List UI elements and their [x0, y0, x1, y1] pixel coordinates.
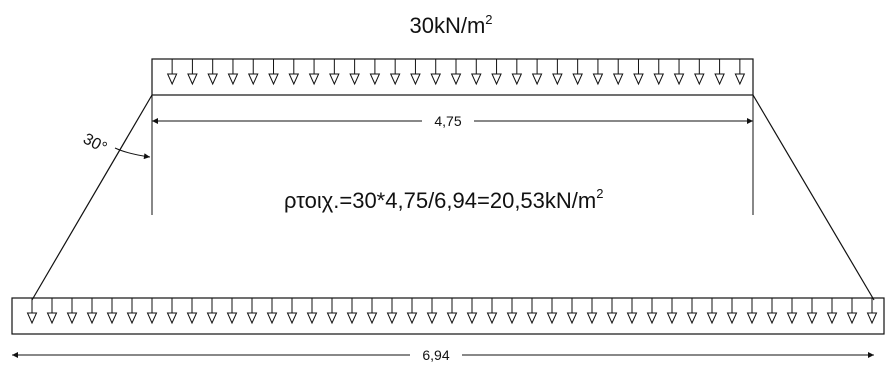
- dim-top-label-bg: [422, 112, 474, 128]
- load-arrow-bottom: [106, 298, 118, 325]
- load-arrow-bottom: [586, 298, 598, 325]
- load-arrow-bottom: [606, 298, 618, 325]
- angle-label: 30°: [80, 131, 109, 157]
- load-arrow-top: [288, 59, 300, 86]
- load-arrow-bottom: [846, 298, 858, 325]
- load-arrow-bottom: [826, 298, 838, 325]
- spread-line-right: [752, 94, 875, 301]
- load-arrow-bottom: [186, 298, 198, 325]
- load-arrow-bottom: [866, 298, 878, 325]
- load-arrow-top: [673, 59, 685, 86]
- top-distributed-load: [151, 58, 754, 96]
- load-arrow-bottom: [426, 298, 438, 325]
- load-arrow-bottom: [786, 298, 798, 325]
- load-arrow-bottom: [126, 298, 138, 325]
- load-arrow-top: [268, 59, 279, 86]
- load-arrow-top: [207, 59, 218, 86]
- load-arrow-bottom: [706, 298, 718, 325]
- load-arrow-bottom: [406, 298, 418, 325]
- dim-top-label: 4,75: [434, 113, 461, 129]
- bottom-distributed-load: [11, 297, 885, 335]
- load-arrow-top: [552, 59, 563, 86]
- load-arrow-bottom: [146, 298, 158, 325]
- load-arrow-bottom: [206, 298, 218, 325]
- bottom-load-arrows: [26, 298, 878, 325]
- load-arrow-top: [592, 59, 604, 86]
- load-arrow-top: [633, 59, 644, 86]
- bottom-load-frame: [11, 297, 885, 335]
- angle-arc: [114, 147, 151, 160]
- load-arrow-top: [653, 59, 665, 86]
- top-load-arrows: [166, 59, 746, 86]
- load-arrow-bottom: [566, 298, 578, 325]
- load-arrow-top: [349, 59, 360, 86]
- load-arrow-bottom: [266, 298, 278, 325]
- load-arrow-bottom: [746, 298, 758, 325]
- load-arrow-bottom: [86, 298, 98, 325]
- load-arrow-top: [166, 59, 178, 86]
- load-arrow-top: [410, 59, 421, 86]
- load-arrow-bottom: [66, 298, 78, 325]
- load-arrow-top: [450, 59, 462, 86]
- load-arrow-top: [471, 59, 482, 86]
- load-arrow-bottom: [726, 298, 738, 325]
- load-arrow-bottom: [166, 298, 178, 325]
- load-arrow-top: [572, 59, 583, 86]
- load-arrow-bottom: [626, 298, 638, 325]
- spread-line-left: [31, 94, 153, 301]
- load-arrow-bottom: [286, 298, 298, 325]
- load-arrow-top: [612, 59, 624, 86]
- formula-label: ρτοιχ.=30*4,75/6,94=20,53kN/m2: [284, 186, 603, 213]
- load-arrow-bottom: [46, 298, 58, 325]
- load-arrow-top: [389, 59, 401, 86]
- load-arrow-top: [329, 59, 340, 86]
- spread-lines: [31, 94, 875, 301]
- load-arrow-top: [227, 59, 239, 86]
- load-arrow-bottom: [226, 298, 238, 325]
- load-arrow-top: [430, 59, 441, 86]
- load-arrow-bottom: [366, 298, 378, 325]
- load-arrow-bottom: [466, 298, 478, 325]
- load-arrow-bottom: [806, 298, 818, 325]
- load-arrow-bottom: [346, 298, 358, 325]
- load-arrow-bottom: [326, 298, 338, 325]
- top-load-frame: [151, 58, 754, 96]
- load-arrow-bottom: [766, 298, 778, 325]
- top-load-label: 30kN/m2: [409, 12, 492, 38]
- load-arrow-top: [511, 59, 523, 86]
- load-arrow-bottom: [246, 298, 258, 325]
- load-arrow-top: [369, 59, 381, 86]
- load-arrow-top: [187, 59, 198, 86]
- load-arrow-top: [714, 59, 725, 86]
- load-arrow-bottom: [546, 298, 558, 325]
- load-arrow-top: [531, 59, 543, 86]
- dim-bottom-label: 6,94: [422, 347, 449, 363]
- load-arrow-top: [491, 59, 502, 86]
- load-arrow-top: [734, 59, 746, 86]
- load-arrow-top: [694, 59, 705, 86]
- load-arrow-bottom: [686, 298, 698, 325]
- dim-bottom-label-bg: [410, 347, 462, 363]
- load-arrow-bottom: [386, 298, 398, 325]
- load-arrow-bottom: [26, 298, 38, 325]
- load-arrow-bottom: [506, 298, 518, 325]
- load-arrow-bottom: [646, 298, 658, 325]
- load-arrow-top: [308, 59, 320, 86]
- load-arrow-bottom: [486, 298, 498, 325]
- load-arrow-bottom: [306, 298, 318, 325]
- load-arrow-bottom: [666, 298, 678, 325]
- load-arrow-top: [247, 59, 259, 86]
- load-arrow-bottom: [526, 298, 538, 325]
- load-arrow-bottom: [446, 298, 458, 325]
